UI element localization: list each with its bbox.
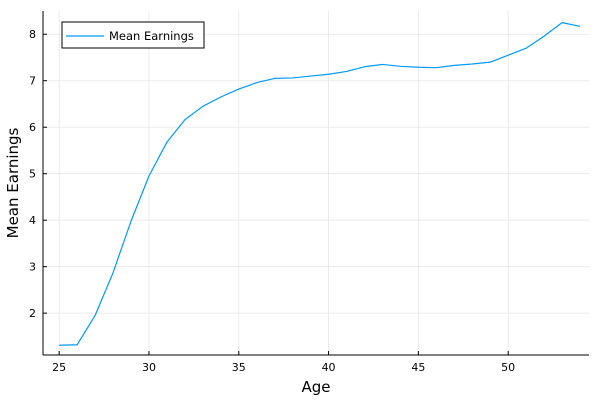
y-axis-title: Mean Earnings xyxy=(4,127,22,238)
x-ticks: 25 30 35 40 45 50 xyxy=(52,351,515,374)
series-line xyxy=(59,22,581,346)
legend-box xyxy=(61,21,205,49)
legend-label: Mean Earnings xyxy=(109,29,194,43)
x-tick-label: 50 xyxy=(501,361,515,374)
x-tick-label: 35 xyxy=(232,361,246,374)
y-tick-label: 2 xyxy=(29,307,36,320)
y-tick-label: 7 xyxy=(29,75,36,88)
x-tick-label: 40 xyxy=(322,361,336,374)
axes xyxy=(42,11,589,356)
x-axis-title: Age xyxy=(301,378,330,396)
y-tick-label: 5 xyxy=(29,168,36,181)
y-ticks: 2 3 4 5 6 7 8 xyxy=(29,28,47,320)
series-layer xyxy=(59,22,581,346)
grid xyxy=(43,11,589,355)
x-tick-label: 25 xyxy=(52,361,66,374)
x-tick-label: 30 xyxy=(142,361,156,374)
x-tick-label: 45 xyxy=(411,361,425,374)
legend: Mean Earnings xyxy=(61,21,205,49)
y-tick-label: 4 xyxy=(29,214,36,227)
y-tick-label: 3 xyxy=(29,261,36,274)
y-tick-label: 8 xyxy=(29,28,36,41)
y-tick-label: 6 xyxy=(29,121,36,134)
